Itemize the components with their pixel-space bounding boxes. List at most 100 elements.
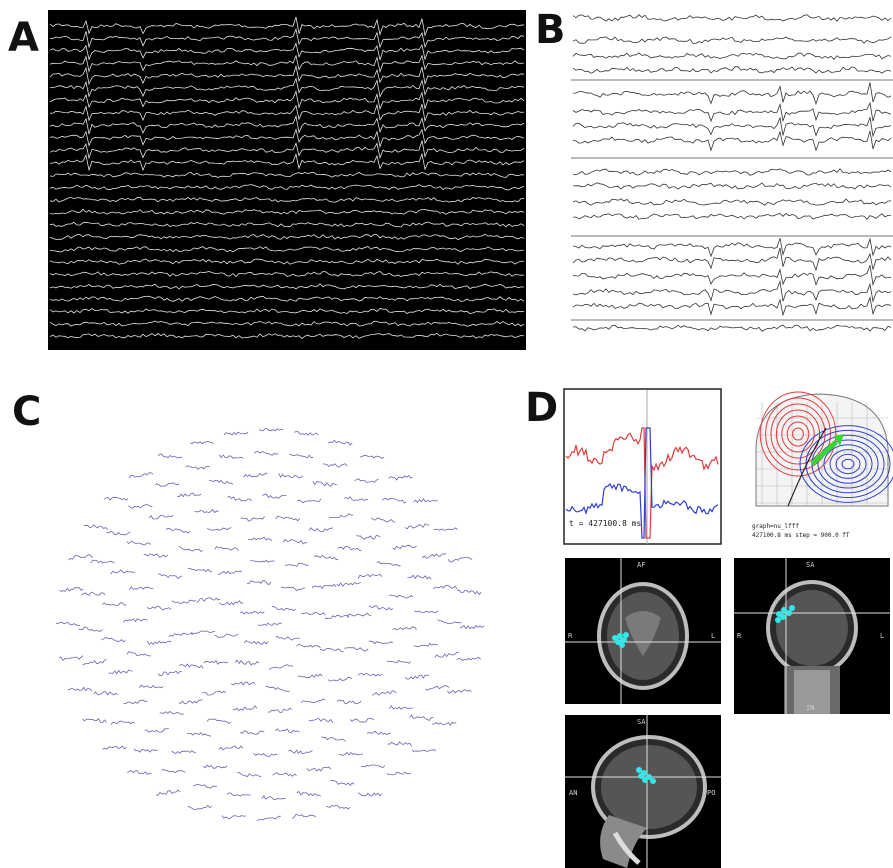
- eeg-trace-plot-light: [571, 14, 893, 332]
- panel-d-waveform: t = 427100.8 ms: [563, 388, 723, 546]
- sensor-trace: [56, 621, 81, 626]
- sensor-trace: [336, 581, 361, 587]
- sensor-trace: [314, 554, 339, 561]
- panel-label-c: C: [12, 389, 42, 435]
- eeg-channel-trace: [572, 324, 892, 332]
- axial-top-label: AF: [637, 561, 645, 569]
- sensor-trace: [411, 749, 437, 753]
- sensor-trace: [360, 764, 386, 769]
- sensor-trace: [268, 664, 294, 670]
- sensor-trace: [319, 647, 344, 653]
- dipole-cluster-sagittal: [636, 767, 656, 784]
- sensor-trace: [240, 611, 265, 615]
- sensor-trace: [223, 431, 249, 436]
- meg-waveform-plot: t = 427100.8 ms: [563, 388, 722, 545]
- eeg-channel-trace: [49, 320, 525, 327]
- sensor-trace: [179, 663, 204, 669]
- eeg-channel-trace: [49, 332, 525, 340]
- sensor-trace: [272, 772, 297, 777]
- sensor-trace: [157, 670, 182, 677]
- sensor-trace: [128, 503, 153, 509]
- panel-c-topographic-map: [40, 395, 500, 855]
- sensor-trace: [218, 745, 244, 751]
- coronal-left-label: R: [737, 632, 742, 640]
- sensor-trace: [258, 427, 284, 432]
- sensor-trace: [404, 674, 430, 680]
- sensor-trace: [413, 642, 438, 648]
- eeg-channel-trace: [49, 103, 525, 123]
- sensor-trace: [102, 745, 127, 750]
- sagittal-top-label: SA: [637, 718, 646, 726]
- eeg-channel-trace: [49, 152, 525, 172]
- mri-coronal-view: SA R L IN: [734, 558, 890, 714]
- eeg-channel-trace: [49, 196, 525, 203]
- sensor-trace: [376, 560, 401, 567]
- sensor-trace: [456, 657, 481, 661]
- eeg-channel-trace: [49, 221, 525, 228]
- sensor-trace: [275, 515, 301, 522]
- sensor-trace: [338, 751, 364, 756]
- sensor-trace: [275, 636, 300, 641]
- mri-coronal-image: SA R L IN: [734, 558, 890, 714]
- sensor-trace: [146, 605, 172, 611]
- sensor-trace: [218, 454, 244, 459]
- sensor-trace: [108, 669, 133, 675]
- sensor-trace: [78, 626, 103, 632]
- sensor-trace: [192, 784, 217, 789]
- eeg-channel-trace: [49, 184, 525, 191]
- mri-sagittal-view: SA AN PO: [565, 715, 721, 868]
- sensor-trace: [178, 699, 203, 705]
- eeg-channel-trace: [572, 237, 892, 258]
- panel-b-eeg-traces: [571, 8, 893, 352]
- eeg-channel-trace: [572, 14, 892, 22]
- eeg-channel-trace: [49, 171, 524, 178]
- sensor-trace: [59, 586, 84, 592]
- sensor-trace: [425, 685, 450, 691]
- sensor-trace: [324, 614, 350, 619]
- sensor-trace: [357, 792, 383, 797]
- sensor-trace: [288, 749, 313, 755]
- coronal-bottom-label: IN: [806, 704, 814, 712]
- eeg-channel-trace: [572, 116, 892, 138]
- panel-label-b: B: [535, 7, 566, 53]
- eeg-channel-trace: [572, 198, 892, 206]
- sensor-trace: [82, 659, 107, 666]
- sensor-trace: [275, 728, 300, 734]
- sensor-trace: [262, 493, 287, 500]
- sensor-trace: [456, 589, 482, 596]
- sensor-trace: [234, 659, 260, 666]
- sensor-trace: [357, 672, 383, 677]
- sensor-trace: [93, 691, 118, 696]
- sensor-trace: [196, 597, 221, 603]
- sensor-trace: [261, 795, 286, 801]
- eeg-trace-plot-dark: [49, 16, 525, 340]
- sensor-trace: [256, 815, 281, 822]
- sensor-trace: [291, 813, 317, 819]
- eeg-channel-trace: [49, 233, 525, 240]
- sagittal-right-label: PO: [707, 789, 715, 797]
- sensor-trace: [308, 527, 334, 533]
- sensor-trace: [127, 770, 152, 775]
- sensor-trace: [143, 553, 168, 558]
- sensor-trace: [296, 643, 321, 649]
- sensor-trace: [349, 718, 375, 723]
- sensor-trace: [82, 718, 107, 724]
- eeg-channel-trace: [49, 77, 525, 98]
- sensor-trace: [103, 496, 129, 501]
- sensor-trace: [128, 586, 154, 591]
- sensor-trace: [126, 541, 151, 546]
- eeg-channel-trace: [49, 115, 525, 135]
- sensor-trace: [308, 717, 334, 724]
- sensor-trace: [159, 710, 184, 715]
- sensor-trace: [447, 689, 472, 695]
- sensor-trace: [344, 496, 369, 501]
- sensor-trace: [186, 732, 211, 737]
- sensor-trace: [168, 632, 194, 637]
- sensor-trace: [206, 718, 232, 724]
- sensor-trace: [284, 562, 309, 567]
- eeg-channel-trace: [572, 265, 892, 287]
- sensor-trace: [148, 514, 174, 520]
- eeg-channel-trace: [572, 130, 892, 152]
- sensor-trace: [371, 517, 396, 523]
- sensor-trace: [327, 676, 353, 682]
